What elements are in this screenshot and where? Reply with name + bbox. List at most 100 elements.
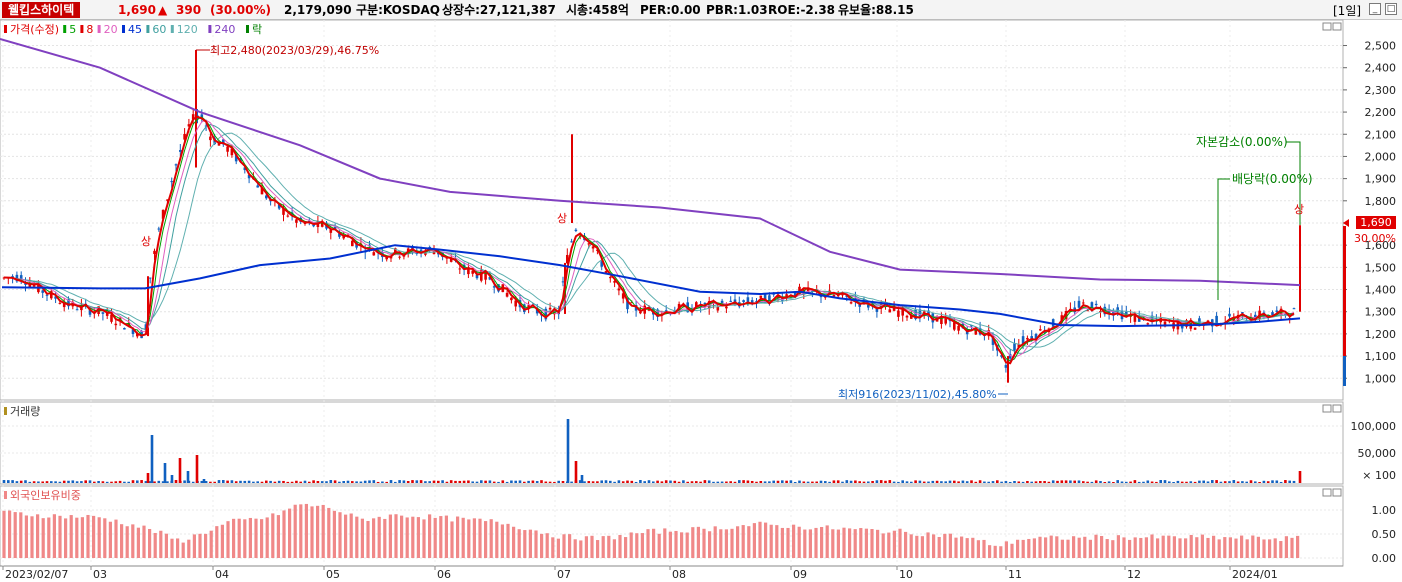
candle-body	[613, 280, 616, 283]
volume-bar	[768, 481, 771, 483]
volume-close-icon[interactable]	[1332, 404, 1342, 413]
foreign-bar	[663, 528, 667, 558]
foreign-bar	[13, 512, 17, 558]
volume-bar	[252, 481, 255, 483]
up-arrow-icon: ▲	[158, 3, 168, 17]
x-axis: 2023/02/07 03 04 05 06 07 08 09 10 11 12 2024/01	[2, 566, 1278, 581]
candle-body	[832, 295, 836, 297]
volume-bar	[131, 480, 135, 483]
volume-bar	[1039, 481, 1042, 483]
volume-bar	[819, 480, 823, 483]
volume-bar	[776, 480, 780, 483]
candle-body	[166, 199, 169, 201]
volume-bar	[1245, 481, 1248, 483]
volume-y-axis: 100,000 50,000 × 100	[1351, 420, 1397, 482]
panel-buttons[interactable]	[1322, 22, 1342, 497]
current-price-tag-label: 1,690	[1360, 216, 1392, 229]
volume-bar	[1168, 481, 1171, 483]
legend-item: 60	[152, 23, 166, 36]
foreign-bar	[1273, 538, 1277, 558]
volume-bar	[146, 473, 150, 483]
volume-bar	[1275, 480, 1279, 483]
foreign-tick-label: 1.00	[1372, 504, 1397, 517]
candle-body	[905, 315, 909, 318]
foreign-bar	[528, 529, 532, 558]
panel-close-icon[interactable]	[1332, 22, 1342, 31]
volume-bar	[256, 481, 259, 483]
volume-bar	[892, 481, 896, 483]
candle-body	[716, 306, 720, 311]
foreign-bar	[629, 532, 633, 558]
foreign-bar	[780, 527, 784, 558]
panel-minimize-icon[interactable]	[1322, 22, 1332, 31]
volume-bar	[621, 481, 625, 483]
volume-bar	[105, 481, 109, 483]
volume-bar	[858, 481, 861, 483]
foreign-bar	[596, 540, 600, 558]
volume-bar	[1116, 480, 1119, 483]
candle-body	[647, 309, 651, 311]
candle-body	[957, 325, 960, 331]
candle-body	[1125, 311, 1128, 315]
foreign-minimize-icon[interactable]	[1322, 488, 1332, 497]
current-price: 1,690	[118, 3, 156, 17]
stock-header-bar: 웰킵스하이텍 1,690 ▲ 390 (30.00%) 2,179,090 구분…	[0, 0, 1402, 20]
candle-body	[1133, 313, 1137, 322]
volume-bar	[1223, 481, 1227, 483]
candle-body	[768, 295, 771, 304]
volume-panel-frame	[0, 401, 1344, 485]
volume-bar	[1241, 481, 1244, 483]
foreign-bar	[24, 515, 28, 558]
foreign-bar	[456, 516, 460, 558]
foreign-bar	[187, 539, 191, 558]
candle-body	[604, 271, 608, 274]
foreign-bar	[786, 527, 790, 558]
volume-bar	[286, 481, 290, 483]
candle-body	[1013, 343, 1016, 351]
volume-bar	[1086, 481, 1089, 483]
foreign-bar	[467, 519, 471, 558]
volume-bar	[441, 480, 444, 483]
maximize-icon[interactable]: □	[1385, 3, 1397, 15]
market-cap: 시총:458억	[566, 3, 629, 17]
price-tick-label: 1,100	[1365, 350, 1397, 363]
foreign-bar	[108, 521, 112, 558]
foreign-bar	[870, 529, 874, 558]
volume-bar	[402, 480, 406, 483]
foreign-bar	[282, 510, 286, 558]
candle-body	[1039, 329, 1042, 331]
candle-body	[437, 253, 440, 255]
foreign-bar	[713, 526, 717, 558]
volume-bar	[656, 480, 659, 483]
foreign-bar	[377, 516, 381, 558]
foreign-bar	[265, 517, 269, 558]
volume-bar	[308, 481, 311, 483]
stock-name[interactable]: 웰킵스하이텍	[2, 2, 81, 18]
foreign-close-icon[interactable]	[1332, 488, 1342, 497]
foreign-bar	[1060, 539, 1064, 558]
volume-bar	[157, 480, 161, 483]
volume-bar	[703, 480, 707, 483]
volume-bar	[669, 480, 672, 483]
volume-minimize-icon[interactable]	[1322, 404, 1332, 413]
foreign-bar	[831, 529, 835, 558]
volume-tick-label: 100,000	[1351, 420, 1397, 433]
foreign-bar	[338, 512, 342, 558]
price-tick-label: 1,400	[1365, 284, 1397, 297]
candle-body	[338, 233, 341, 237]
foreign-bar	[1290, 537, 1294, 558]
foreign-bar	[1240, 535, 1244, 558]
volume-bar	[931, 480, 935, 483]
candle-body	[566, 254, 569, 264]
candle-body	[45, 294, 49, 296]
foreign-bar	[1228, 537, 1232, 558]
foreign-bar	[1279, 541, 1283, 558]
candle-body	[179, 150, 182, 152]
period-selector[interactable]: [1일]	[1333, 4, 1362, 18]
foreign-bar	[920, 536, 924, 558]
volume-bar	[480, 480, 483, 483]
minimize-icon[interactable]: _	[1369, 3, 1381, 15]
candle-body	[750, 300, 754, 305]
volume-bar	[191, 481, 195, 483]
